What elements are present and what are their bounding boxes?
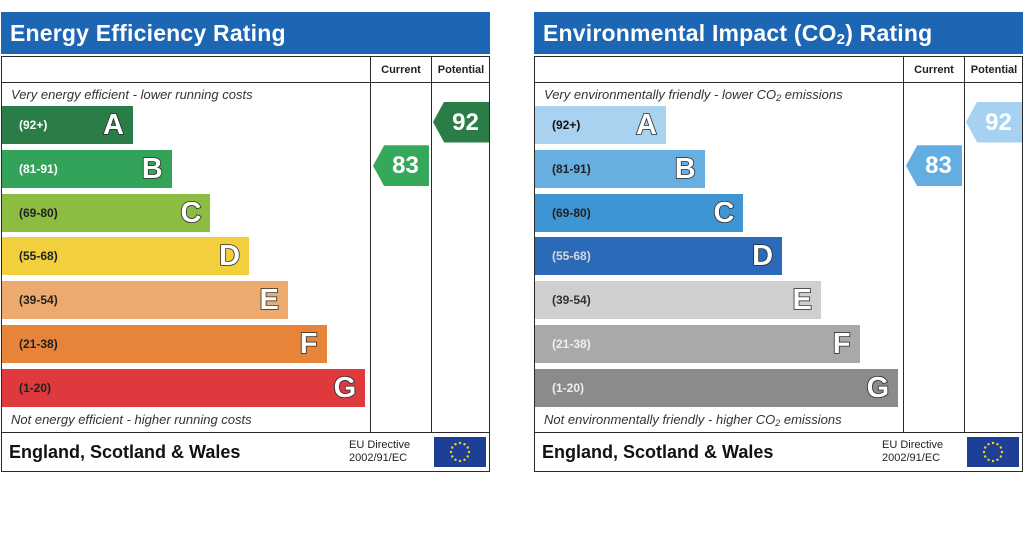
band-bar: (69-80) C (535, 193, 744, 232)
eu-star-icon (1000, 450, 1004, 454)
top-caption: Very energy efficient - lower running co… (11, 87, 253, 102)
band-bar: (1-20) G (535, 368, 899, 407)
eu-star-icon (463, 458, 466, 461)
eu-star-icon (458, 441, 462, 445)
eu-directive-line1: EU Directive (349, 439, 411, 451)
band-bar: (92+) A (2, 106, 133, 144)
band-letter: C (180, 196, 203, 230)
band-range: (81-91) (552, 161, 591, 176)
potential-rating-arrow: 92 (966, 101, 1022, 143)
band-letter: F (299, 327, 318, 361)
eu-star-icon (984, 446, 987, 449)
footer: England, Scotland & Wales EU Directive 2… (535, 433, 1022, 471)
band-bar: (81-91) B (2, 149, 172, 188)
eu-star-icon (454, 443, 457, 446)
band-bar: (55-68) D (535, 237, 783, 276)
eu-star-icon (463, 443, 466, 446)
eu-star-icon (984, 455, 987, 458)
band-range: (55-68) (552, 249, 591, 264)
eu-star-icon (987, 458, 990, 461)
title-text-end: ) Rating (845, 20, 933, 46)
band-range: (92+) (552, 118, 581, 132)
eu-flag-icon (967, 437, 1019, 467)
band-letter: D (751, 240, 774, 274)
panel-title: Energy Efficiency Rating (1, 12, 490, 54)
region-label: England, Scotland & Wales (542, 442, 774, 462)
band-bar: (21-38) F (2, 325, 327, 363)
eu-star-icon (466, 455, 469, 458)
band-bar: (92+) A (535, 106, 666, 144)
band-bar: (55-68) D (2, 237, 250, 276)
eu-star-icon (999, 446, 1002, 449)
eu-star-icon (991, 459, 995, 463)
band-letter: E (259, 283, 280, 317)
eu-star-icon (987, 443, 990, 446)
band-range: (21-38) (552, 337, 591, 351)
footer: England, Scotland & Wales EU Directive 2… (2, 433, 489, 471)
band-letter: B (674, 152, 697, 186)
eu-directive: EU Directive 2002/91/EC (349, 439, 429, 465)
top-caption: Very environmentally friendly - lower CO… (544, 87, 843, 103)
eu-star-icon (454, 458, 457, 461)
energy-efficiency-panel: Energy Efficiency Rating Current Potenti… (1, 12, 490, 472)
eu-star-icon (999, 455, 1002, 458)
potential-rating-arrow: 92 (433, 101, 489, 143)
eu-directive-line2: 2002/91/EC (349, 452, 408, 464)
eu-star-icon (466, 446, 469, 449)
band-bar: (21-38) F (535, 325, 860, 363)
band-range: (39-54) (19, 293, 58, 308)
band-letter: B (141, 152, 164, 186)
band-bar: (39-54) E (2, 281, 288, 320)
current-rating-arrow: 83 (906, 145, 962, 187)
eu-directive-line1: EU Directive (882, 439, 944, 451)
eu-flag-icon (434, 437, 486, 467)
rating-frame: Current Potential Very environmentally f… (534, 56, 1023, 472)
region-label: England, Scotland & Wales (9, 442, 241, 462)
eu-directive-line2: 2002/91/EC (882, 452, 941, 464)
eu-star-icon (458, 459, 462, 463)
bottom-caption: Not environmentally friendly - higher CO… (544, 412, 842, 428)
title-text: Environmental Impact (CO (543, 20, 837, 46)
environmental-impact-panel: Environmental Impact (CO2) Rating Curren… (534, 12, 1023, 472)
title-subscript: 2 (836, 31, 846, 48)
band-range: (55-68) (19, 249, 58, 264)
band-range: (21-38) (19, 337, 58, 351)
band-range: (1-20) (19, 380, 52, 395)
band-range: (69-80) (552, 205, 591, 220)
band-letter: E (792, 283, 813, 317)
band-letter: G (866, 371, 890, 405)
band-range: (92+) (19, 118, 48, 132)
band-range: (39-54) (552, 293, 591, 308)
eu-star-icon (449, 450, 453, 454)
panel-title: Environmental Impact (CO2) Rating (534, 12, 1023, 54)
current-column-header: Current (914, 64, 954, 76)
eu-star-icon (996, 458, 999, 461)
band-letter: F (832, 327, 851, 361)
eu-star-icon (451, 446, 454, 449)
band-bar: (69-80) C (2, 193, 211, 232)
band-range: (69-80) (19, 205, 58, 220)
band-bar: (39-54) E (535, 281, 821, 320)
band-bar: (81-91) B (535, 149, 705, 188)
eu-directive: EU Directive 2002/91/EC (882, 439, 962, 465)
band-range: (1-20) (552, 380, 585, 395)
current-rating-arrow: 83 (373, 145, 429, 187)
band-letter: D (218, 240, 241, 274)
band-bar: (1-20) G (2, 368, 366, 407)
eu-star-icon (996, 443, 999, 446)
band-letter: C (713, 196, 736, 230)
rating-frame: Current Potential Very energy efficient … (1, 56, 490, 472)
bottom-caption: Not energy efficient - higher running co… (11, 412, 252, 427)
eu-star-icon (982, 450, 986, 454)
band-range: (81-91) (19, 161, 58, 176)
band-letter: G (333, 371, 357, 405)
band-letter: A (102, 108, 125, 142)
potential-column-header: Potential (970, 64, 1018, 76)
eu-star-icon (991, 441, 995, 445)
eu-star-icon (467, 450, 471, 454)
current-column-header: Current (381, 64, 421, 76)
eu-star-icon (451, 455, 454, 458)
band-letter: A (635, 108, 658, 142)
potential-column-header: Potential (437, 64, 485, 76)
